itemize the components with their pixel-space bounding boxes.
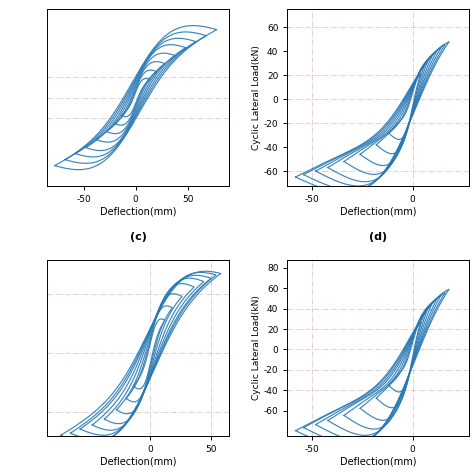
Y-axis label: Cyclic Lateral Load(kN): Cyclic Lateral Load(kN) — [252, 295, 261, 401]
Text: (d): (d) — [369, 232, 387, 242]
X-axis label: Deflection(mm): Deflection(mm) — [100, 207, 177, 217]
Y-axis label: Cyclic Lateral Load(kN): Cyclic Lateral Load(kN) — [252, 45, 261, 150]
X-axis label: Deflection(mm): Deflection(mm) — [340, 207, 417, 217]
X-axis label: Deflection(mm): Deflection(mm) — [340, 457, 417, 467]
X-axis label: Deflection(mm): Deflection(mm) — [100, 457, 177, 467]
Text: (c): (c) — [130, 232, 147, 242]
